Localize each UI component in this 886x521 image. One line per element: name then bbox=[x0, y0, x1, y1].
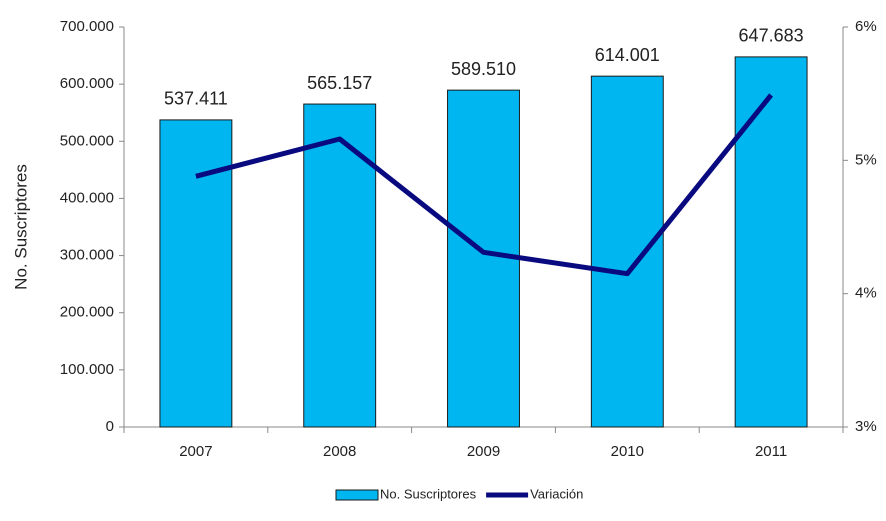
x-tick-label: 2008 bbox=[323, 443, 356, 460]
bar bbox=[734, 56, 808, 428]
legend-label: No. Suscriptores bbox=[380, 486, 477, 501]
line bbox=[195, 93, 774, 277]
bar bbox=[159, 119, 233, 428]
x-tick-label: 2010 bbox=[611, 443, 644, 460]
bar bbox=[590, 75, 664, 428]
data-label: 565.157 bbox=[307, 73, 372, 93]
bar bbox=[303, 103, 377, 428]
x-tick-label: 2009 bbox=[467, 443, 500, 460]
y2-tick-label: 6% bbox=[855, 18, 877, 35]
y-tick-label: 600.000 bbox=[60, 75, 114, 92]
y-tick-label: 0 bbox=[106, 418, 114, 435]
y-tick-label: 700.000 bbox=[60, 18, 114, 35]
y-tick-label: 100.000 bbox=[60, 361, 114, 378]
x-tick-label: 2011 bbox=[755, 443, 787, 460]
y2-tick-label: 3% bbox=[855, 418, 877, 435]
legend-swatch bbox=[335, 489, 379, 501]
y-tick-label: 300.000 bbox=[60, 247, 114, 264]
data-label: 589.510 bbox=[451, 59, 516, 79]
legend-label: Variación bbox=[530, 486, 583, 501]
y-tick-label: 500.000 bbox=[60, 132, 114, 149]
data-label: 647.683 bbox=[739, 26, 804, 46]
y2-tick-label: 4% bbox=[855, 285, 877, 302]
x-tick-label: 2007 bbox=[179, 443, 212, 460]
y2-tick-label: 5% bbox=[855, 151, 877, 168]
y-axis-title: No. Suscriptores bbox=[11, 164, 30, 290]
data-label: 537.411 bbox=[164, 89, 228, 109]
y-tick-label: 200.000 bbox=[60, 304, 114, 321]
data-label: 614.001 bbox=[595, 45, 660, 65]
y-tick-label: 400.000 bbox=[60, 189, 114, 206]
